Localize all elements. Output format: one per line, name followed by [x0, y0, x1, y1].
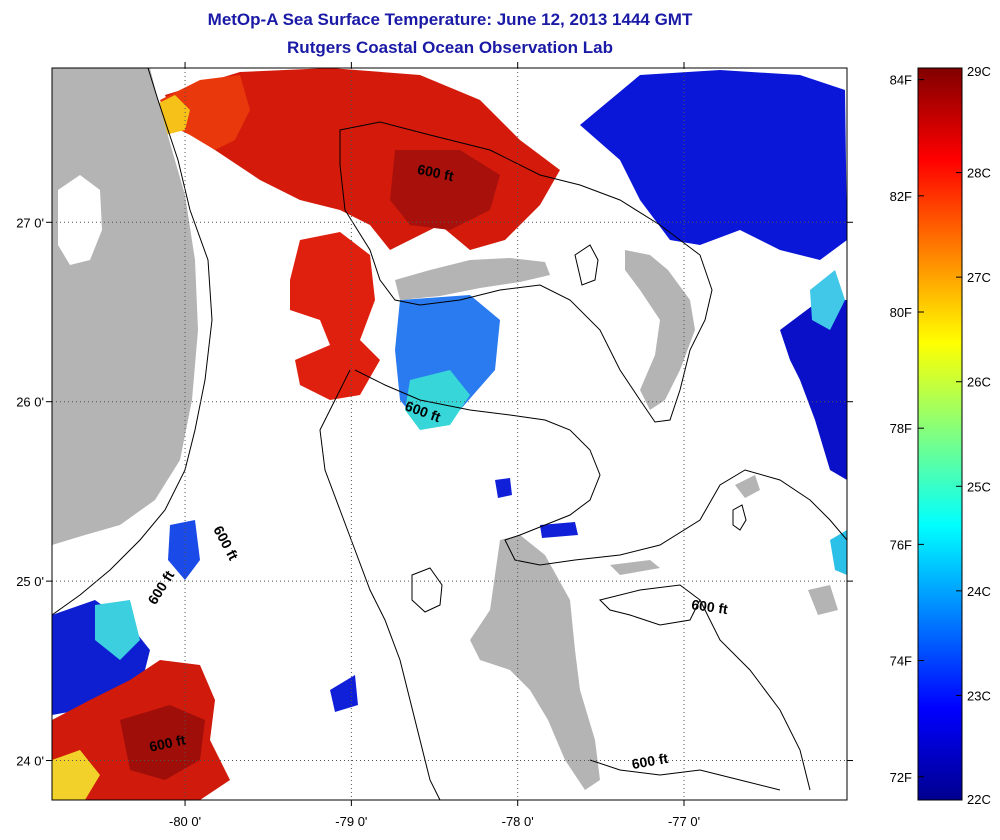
- isobath-label: 600 ft: [630, 750, 669, 772]
- sst-patch-center-dark: [390, 150, 500, 230]
- lon-tick-label: -78 0': [502, 814, 534, 829]
- map-axis-ticks: -80 0' -79 0' -78 0' -77 0' 27 0' 26 0' 25 0' 2…: [16, 62, 853, 829]
- map-layers: [52, 68, 847, 800]
- map-subtitle: Rutgers Coastal Ocean Observation Lab: [287, 38, 613, 57]
- lon-tick-label: -77 0': [668, 814, 700, 829]
- sst-patch-south-dark: [120, 705, 205, 780]
- lake-okeechobee: [58, 175, 102, 265]
- sst-patch-small-blue: [495, 478, 512, 498]
- sst-patch-center-warm: [290, 232, 380, 400]
- celsius-label: 22C: [967, 792, 991, 807]
- celsius-label: 27C: [967, 270, 991, 285]
- contour-little-bahama-bank: [339, 121, 713, 423]
- sst-patch-cold-east: [780, 300, 847, 480]
- abaco-island: [625, 250, 695, 410]
- sst-patch-south-yellow: [52, 750, 100, 800]
- isobath-label: 600 ft: [148, 731, 187, 754]
- sst-patch-small-blue-2: [540, 522, 578, 538]
- contour-west-bank-edge: [319, 369, 441, 800]
- fahrenheit-label: 74F: [890, 654, 912, 669]
- celsius-label: 25C: [967, 479, 991, 494]
- land-layer: [52, 68, 838, 790]
- celsius-label: 24C: [967, 584, 991, 599]
- celsius-label: 26C: [967, 375, 991, 390]
- isobath-contours: [52, 68, 847, 800]
- fahrenheit-label: 84F: [890, 73, 912, 88]
- isobath-label: 600 ft: [690, 596, 729, 617]
- sst-patch-southeast-cyan: [830, 530, 847, 575]
- graticule: [52, 68, 847, 800]
- fahrenheit-label: 82F: [890, 189, 912, 204]
- eleuthera-north: [735, 475, 760, 498]
- andros-island: [470, 535, 600, 790]
- celsius-label: 28C: [967, 166, 991, 181]
- exuma-land: [808, 585, 838, 615]
- fahrenheit-label: 80F: [890, 305, 912, 320]
- sst-patch-cyan-east: [810, 270, 845, 330]
- sst-patch-southwest-cyan: [95, 600, 140, 660]
- isobath-label: 600 ft: [416, 161, 455, 184]
- sst-patch-cold-northeast: [580, 70, 847, 260]
- lat-tick-label: 26 0': [16, 395, 44, 410]
- lat-tick-label: 27 0': [16, 215, 44, 230]
- lon-tick-label: -80 0': [169, 814, 201, 829]
- colorbar-gradient: [917, 67, 963, 801]
- lon-tick-label: -79 0': [335, 814, 367, 829]
- contour-cay-sal: [411, 567, 443, 613]
- celsius-label: 23C: [967, 688, 991, 703]
- sst-patch-cyan-mid: [405, 370, 470, 430]
- celsius-label: 29C: [967, 64, 991, 79]
- contour-south-andros: [589, 759, 781, 791]
- fahrenheit-label: 78F: [890, 421, 912, 436]
- temperature-colorbar: 29C 28C 27C 26C 25C 24C 23C 22C 84F 82F 80F 78F 76F 7…: [890, 64, 991, 807]
- contour-florida-shelf: [52, 68, 213, 616]
- lat-tick-label: 25 0': [16, 574, 44, 589]
- lat-tick-label: 24 0': [16, 754, 44, 769]
- contour-small-ring: [732, 504, 747, 531]
- fahrenheit-label: 76F: [890, 537, 912, 552]
- contour-tongue-of-ocean: [599, 584, 701, 626]
- fahrenheit-label: 72F: [890, 770, 912, 785]
- map-title: MetOp-A Sea Surface Temperature: June 12…: [207, 10, 693, 29]
- sst-patch-keys-blue: [168, 520, 200, 580]
- contour-great-bahama-bank: [354, 369, 847, 566]
- contour-gbi-inner: [574, 244, 599, 286]
- grand-bahama-island: [395, 258, 550, 300]
- map-frame: [51, 67, 848, 801]
- contour-southeast: [699, 599, 811, 791]
- sst-patch-northwest-warm: [160, 75, 250, 150]
- colorbar-labels: 29C 28C 27C 26C 25C 24C 23C 22C 84F 82F 80F 78F 76F 7…: [890, 64, 991, 807]
- new-providence: [610, 560, 660, 575]
